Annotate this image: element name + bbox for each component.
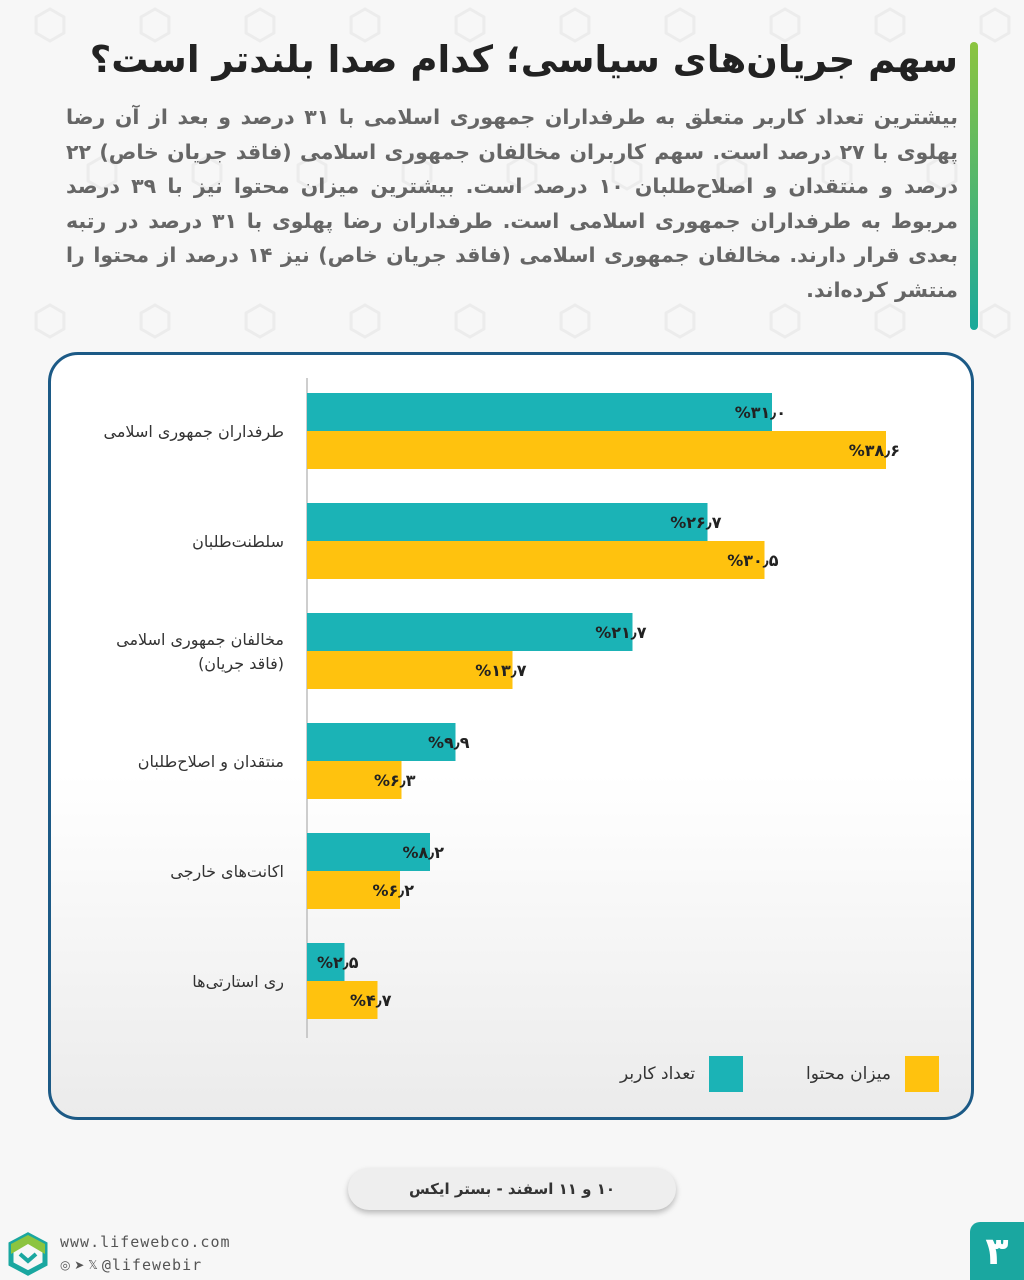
bar-user-count xyxy=(307,833,430,871)
legend-item-content: میزان محتوا xyxy=(806,1056,939,1092)
bar-value-label: %۹٫۹ xyxy=(428,733,470,752)
bar-value-label: %۲۶٫۷ xyxy=(670,513,722,532)
category-label: مخالفان جمهوری اسلامی xyxy=(116,630,284,650)
background-hexagon xyxy=(979,303,1011,339)
background-hexagon xyxy=(244,7,276,43)
bar-value-label: %۱۳٫۷ xyxy=(475,661,527,680)
background-hexagon xyxy=(454,7,486,43)
category-label: طرفداران جمهوری اسلامی xyxy=(104,422,284,442)
page-title: سهم جریان‌های سیاسی؛ کدام صدا بلندتر است… xyxy=(89,38,958,81)
bar-content-volume xyxy=(307,651,513,689)
background-hexagon xyxy=(86,155,118,191)
bar-value-label: %۶٫۳ xyxy=(374,771,416,790)
legend-label-content: میزان محتوا xyxy=(806,1064,891,1084)
category-label: اکانت‌های خارجی xyxy=(170,862,284,882)
page-number-badge: ۳ xyxy=(970,1222,1024,1280)
bar-value-label: %۳۸٫۶ xyxy=(849,441,900,460)
background-hexagon xyxy=(296,155,328,191)
background-hexagon xyxy=(821,155,853,191)
description-text: بیشترین تعداد کاربر متعلق به طرفداران جم… xyxy=(66,105,959,302)
bar-content-volume xyxy=(307,981,378,1019)
background-hexagon xyxy=(34,303,66,339)
background-hexagon xyxy=(716,155,748,191)
accent-bar xyxy=(970,42,978,330)
bar-value-label: %۴٫۷ xyxy=(350,991,392,1010)
background-hexagon xyxy=(664,303,696,339)
date-source-pill: ۱۰ و ۱۱ اسفند - بستر ایکس xyxy=(348,1168,676,1210)
bar-user-count xyxy=(307,943,345,981)
background-hexagon xyxy=(559,7,591,43)
social-handle-row: ◎ ➤ 𝕏 @lifewebir xyxy=(60,1256,202,1274)
bar-content-volume xyxy=(307,871,400,909)
category-label: سلطنت‌طلبان xyxy=(192,532,284,551)
lifeweb-logo-icon xyxy=(8,1232,48,1276)
bar-user-count xyxy=(307,393,772,431)
background-hexagon xyxy=(244,303,276,339)
background-hexagon xyxy=(664,7,696,43)
background-hexagon xyxy=(349,7,381,43)
background-hexagon xyxy=(769,7,801,43)
bar-content-volume xyxy=(307,431,886,469)
legend-swatch-content xyxy=(904,1056,939,1092)
background-hexagon xyxy=(769,303,801,339)
category-label: ری استارتی‌ها xyxy=(192,972,284,992)
bar-content-volume xyxy=(307,541,765,579)
bar-value-label: %۳۰٫۵ xyxy=(727,551,779,570)
website-link[interactable]: www.lifewebco.com xyxy=(60,1233,231,1251)
background-hexagon xyxy=(191,155,223,191)
legend-label-users: تعداد کاربر xyxy=(620,1064,696,1084)
background-hexagon xyxy=(401,155,433,191)
category-label: منتقدان و اصلاح‌طلبان xyxy=(138,752,284,772)
legend-swatch-users xyxy=(709,1056,744,1092)
social-icons[interactable]: ◎ ➤ 𝕏 xyxy=(60,1258,98,1272)
background-hexagon xyxy=(559,303,591,339)
bar-user-count xyxy=(307,613,633,651)
background-hexagon xyxy=(611,155,643,191)
background-hexagon xyxy=(454,303,486,339)
bar-user-count xyxy=(307,503,708,541)
bar-content-volume xyxy=(307,761,402,799)
bar-value-label: %۳۱٫۰ xyxy=(735,403,786,422)
background-hexagon xyxy=(874,7,906,43)
background-hexagon xyxy=(926,155,958,191)
background-hexagon xyxy=(34,7,66,43)
background-hexagon xyxy=(139,7,171,43)
chart-card xyxy=(48,352,974,1120)
bar-user-count xyxy=(307,723,456,761)
bar-value-label: %۲٫۵ xyxy=(317,953,359,972)
bar-value-label: %۸٫۲ xyxy=(402,843,444,862)
background-hexagon xyxy=(874,303,906,339)
social-handle[interactable]: @lifewebir xyxy=(101,1256,203,1274)
background-hexagon xyxy=(506,155,538,191)
background-hexagon xyxy=(979,7,1011,43)
background-hexagon xyxy=(349,303,381,339)
background-hexagon xyxy=(139,303,171,339)
category-label: (فاقد جریان) xyxy=(198,654,284,674)
bar-value-label: %۲۱٫۷ xyxy=(595,623,647,642)
bar-value-label: %۶٫۲ xyxy=(372,881,414,900)
legend-item-users: تعداد کاربر xyxy=(620,1056,744,1092)
